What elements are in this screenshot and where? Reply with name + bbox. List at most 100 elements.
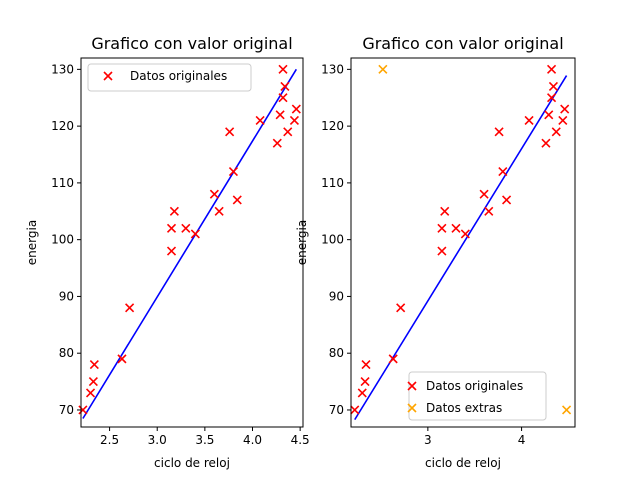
chart-left-legend-label-datos-originales: Datos originales xyxy=(130,69,227,83)
chart-left-point-datos-originales-2 xyxy=(88,377,98,387)
chart-right-point-datos-originales-6 xyxy=(437,246,447,256)
chart-right-point-datos-originales-23-stroke-b xyxy=(558,115,568,126)
chart-right-point-datos-originales-21 xyxy=(548,81,559,91)
chart-left-title: Grafico con valor original xyxy=(91,34,292,53)
chart-right-point-datos-originales-19-stroke-b xyxy=(547,93,557,103)
chart-left-x-tick-label-3: 4.0 xyxy=(243,433,262,447)
chart-left-x-tick-label-2: 3.5 xyxy=(195,433,214,447)
chart-left-point-datos-originales-13-stroke-b xyxy=(225,127,235,137)
chart-left-point-datos-originales-11 xyxy=(209,189,219,199)
chart-right-point-datos-extras-1 xyxy=(561,405,572,415)
chart-left-point-datos-originales-18-stroke-b xyxy=(275,110,285,120)
chart-left-point-datos-originales-19 xyxy=(278,93,288,103)
chart-left-point-datos-originales-20 xyxy=(278,64,288,74)
chart-right-point-datos-originales-10 xyxy=(460,229,470,239)
chart-right-point-datos-originales-5-stroke-b xyxy=(396,303,406,313)
chart-right-y-tick-label-1: 80 xyxy=(329,346,344,360)
chart-left-point-datos-originales-0 xyxy=(78,405,88,415)
chart-right-legend-label-datos-originales: Datos originales xyxy=(426,379,523,393)
chart-left-point-datos-originales-10 xyxy=(190,229,200,239)
chart-left-point-datos-originales-14-stroke-b xyxy=(228,166,239,177)
chart-left-point-datos-originales-6 xyxy=(166,246,177,256)
chart-left-y-tick-label-5: 120 xyxy=(51,119,74,133)
chart-right-y-tick-label-5: 120 xyxy=(321,119,344,133)
chart-left-point-datos-originales-19-stroke-b xyxy=(278,93,288,103)
chart-left-point-datos-originales-0-stroke-b xyxy=(78,405,88,415)
chart-left-regression-line xyxy=(82,68,298,419)
chart-left-point-datos-originales-14 xyxy=(228,166,239,177)
chart-right-point-datos-originales-0-stroke-b xyxy=(350,405,360,415)
chart-left-x-axis-label: ciclo de reloj xyxy=(154,456,230,470)
chart-right-point-datos-originales-9-stroke-b xyxy=(451,223,461,233)
chart-right-point-datos-originales-13 xyxy=(494,127,504,137)
chart-right-point-datos-originales-24-stroke-b xyxy=(560,104,570,114)
chart-left-point-datos-originales-7-stroke-b xyxy=(166,223,177,233)
chart-left-point-datos-originales-24-stroke-b xyxy=(291,104,301,114)
chart-left-y-tick-label-2: 90 xyxy=(59,289,74,303)
chart-left-point-datos-originales-22-stroke-b xyxy=(283,127,293,137)
chart-right-point-datos-originales-8 xyxy=(440,206,450,216)
chart-right-title: Grafico con valor original xyxy=(362,34,563,53)
chart-left-y-tick-label-6: 130 xyxy=(51,62,74,76)
chart-right-legend-marker-datos-originales xyxy=(407,381,417,391)
chart-right-y-tick-label-4: 110 xyxy=(321,176,344,190)
chart-right-legend-x-datos-extras-stroke-b xyxy=(407,403,417,413)
chart-left-point-datos-originales-17 xyxy=(272,138,282,148)
chart-right: Grafico con valor original 3 4 70 80 90 100 11… xyxy=(295,34,576,470)
chart-left-point-datos-originales-5 xyxy=(125,303,135,313)
chart-right-point-datos-originales-4 xyxy=(388,354,398,364)
chart-right-point-datos-originales-22-stroke-b xyxy=(551,127,561,137)
chart-left-point-datos-originales-15 xyxy=(232,195,242,205)
chart-right-x-tick-label-0: 3 xyxy=(424,433,432,447)
chart-right-x-axis-label: ciclo de reloj xyxy=(425,456,501,470)
chart-right-point-datos-originales-0 xyxy=(350,405,360,415)
chart-left-point-datos-originales-21 xyxy=(280,81,290,91)
chart-right-y-tick-label-2: 90 xyxy=(329,289,344,303)
chart-right-point-datos-originales-16 xyxy=(524,115,534,126)
chart-right-point-datos-originales-17 xyxy=(541,138,551,148)
chart-left-point-datos-originales-13 xyxy=(225,127,235,137)
chart-left-point-datos-originales-11-stroke-b xyxy=(209,189,219,199)
chart-left-legend-x-datos-originales xyxy=(103,71,113,81)
chart-right-point-datos-originales-12-stroke-b xyxy=(484,206,494,216)
chart-left-y-tick-label-1: 80 xyxy=(59,346,74,360)
chart-left-point-datos-originales-20-stroke-b xyxy=(278,64,288,74)
chart-left-point-datos-originales-8-stroke-b xyxy=(169,206,179,216)
chart-left-y-tick-label-3: 100 xyxy=(51,233,74,247)
chart-left-point-datos-originales-18 xyxy=(275,110,285,120)
chart-right-point-datos-extras-0 xyxy=(378,64,388,74)
chart-left-point-datos-originales-5-stroke-b xyxy=(125,303,135,313)
chart-right-point-datos-originales-11 xyxy=(479,189,489,199)
chart-left: Grafico con valor original 2.5 3.0 3.5 4.0 4… xyxy=(25,34,310,470)
chart-right-legend: Datos originales Datos extras xyxy=(407,371,547,421)
chart-right-point-datos-originales-1 xyxy=(357,388,367,398)
chart-right-point-datos-originales-5 xyxy=(396,303,406,313)
chart-left-y-axis-label: energia xyxy=(25,220,39,265)
chart-right-point-datos-originales-13-stroke-b xyxy=(494,127,504,137)
chart-left-plot-area xyxy=(78,64,301,419)
chart-left-point-datos-originales-4-stroke-b xyxy=(117,354,127,364)
chart-right-point-datos-originales-18-stroke-b xyxy=(544,110,554,120)
chart-right-point-datos-originales-8-stroke-b xyxy=(440,206,450,216)
chart-right-point-datos-originales-10-stroke-b xyxy=(460,229,470,239)
chart-right-legend-box xyxy=(408,371,547,421)
chart-left-point-datos-originales-22 xyxy=(283,127,293,137)
chart-right-point-datos-originales-23 xyxy=(558,115,568,126)
chart-right-legend-x-datos-originales xyxy=(407,381,417,391)
chart-right-point-datos-originales-17-stroke-b xyxy=(541,138,551,148)
chart-right-point-datos-originales-7 xyxy=(437,223,447,233)
chart-right-point-datos-originales-1-stroke-b xyxy=(357,388,367,398)
chart-left-point-datos-originales-21-stroke-b xyxy=(280,81,290,91)
chart-right-point-datos-originales-14 xyxy=(498,166,508,177)
chart-right-point-datos-originales-16-stroke-b xyxy=(524,115,534,126)
chart-left-legend-x-datos-originales-stroke-b xyxy=(103,71,113,81)
chart-left-point-datos-originales-12 xyxy=(214,206,224,216)
chart-left-point-datos-originales-6-stroke-b xyxy=(166,246,177,256)
chart-right-point-datos-originales-2-stroke-b xyxy=(360,377,370,387)
chart-left-point-datos-originales-10-stroke-b xyxy=(190,229,200,239)
chart-right-point-datos-originales-15 xyxy=(502,195,512,205)
chart-left-point-datos-originales-23 xyxy=(289,115,299,126)
chart-left-point-datos-originales-1-stroke-b xyxy=(85,388,96,398)
chart-right-ticks: 3 4 70 80 90 100 110 120 130 xyxy=(321,62,525,447)
